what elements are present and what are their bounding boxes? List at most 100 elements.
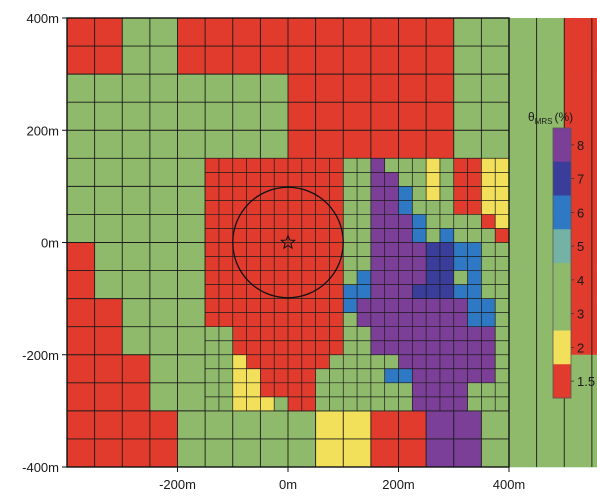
heatmap-fine-cell [384, 242, 399, 257]
heatmap-fine-cell [288, 354, 303, 370]
heatmap-cell [94, 354, 123, 384]
heatmap-cell [481, 74, 510, 103]
heatmap-fine-cell [453, 382, 468, 398]
heatmap-fine-cell [481, 186, 496, 201]
heatmap-fine-cell [370, 270, 385, 285]
heatmap-fine-cell [301, 214, 316, 229]
heatmap-cell [205, 46, 234, 75]
heatmap-fine-cell [370, 186, 385, 201]
heatmap-fine-cell [398, 312, 413, 327]
heatmap-fine-cell [301, 158, 316, 173]
heatmap-fine-cell [260, 340, 275, 356]
heatmap-cell [536, 18, 565, 47]
heatmap-fine-cell [301, 340, 316, 356]
heatmap-cell [370, 410, 399, 440]
heatmap-cell [177, 186, 206, 215]
colorbar-label: 4 [577, 273, 584, 288]
heatmap-fine-cell [274, 256, 289, 271]
heatmap-fine-cell [495, 284, 510, 299]
heatmap-cell [177, 354, 206, 384]
heatmap-cell [509, 354, 537, 384]
colorbar-label: 8 [577, 138, 584, 153]
heatmap-cell [94, 438, 123, 468]
colorbar-label: 1.5 [577, 374, 595, 389]
colorbar-title-sub: MRS [535, 117, 553, 126]
heatmap-cell [481, 410, 510, 440]
heatmap-fine-cell [205, 172, 220, 187]
heatmap-fine-cell [357, 270, 372, 285]
heatmap-fine-cell [426, 172, 441, 187]
heatmap-cell [509, 18, 537, 47]
heatmap-fine-cell [412, 284, 427, 299]
heatmap-fine-cell [495, 200, 510, 215]
heatmap-cell [481, 18, 510, 47]
heatmap-fine-cell [232, 158, 247, 173]
heatmap-cell [509, 410, 537, 440]
heatmap-fine-cell [481, 158, 496, 173]
heatmap-cell [288, 18, 316, 47]
heatmap-cell [591, 186, 597, 215]
heatmap-fine-cell [467, 200, 482, 215]
heatmap-fine-cell [370, 158, 385, 173]
heatmap-fine-cell [288, 214, 303, 229]
heatmap-fine-cell [232, 242, 247, 257]
heatmap-fine-cell [439, 158, 455, 173]
heatmap-cell [122, 242, 151, 271]
heatmap-fine-cell [384, 256, 399, 271]
heatmap-cell [315, 438, 344, 468]
heatmap-fine-cell [412, 256, 427, 271]
heatmap-fine-cell [218, 340, 234, 356]
heatmap-fine-cell [495, 158, 510, 173]
heatmap-fine-cell [467, 284, 482, 299]
heatmap-fine-cell [329, 340, 344, 356]
heatmap-fine-cell [370, 298, 385, 313]
heatmap-fine-cell [398, 270, 413, 285]
heatmap-fine-cell [315, 158, 330, 173]
heatmap-fine-cell [398, 242, 413, 257]
heatmap-fine-cell [205, 354, 220, 370]
heatmap-fine-cell [453, 158, 468, 173]
heatmap-fine-cell [260, 396, 275, 412]
heatmap-fine-cell [218, 396, 234, 412]
heatmap-fine-cell [495, 214, 510, 229]
heatmap-fine-cell [412, 270, 427, 285]
heatmap-cell [177, 326, 206, 356]
heatmap-cell [315, 102, 344, 131]
heatmap-fine-cell [467, 298, 482, 313]
heatmap-fine-cell [343, 284, 358, 299]
heatmap-fine-cell [453, 298, 468, 313]
heatmap-fine-cell [426, 158, 441, 173]
heatmap-cell [564, 46, 593, 75]
heatmap-fine-cell [343, 270, 358, 285]
heatmap-fine-cell [467, 354, 482, 370]
heatmap-fine-cell [481, 340, 496, 356]
heatmap-fine-cell [329, 186, 344, 201]
heatmap-cell [122, 214, 151, 243]
heatmap-fine-cell [288, 312, 303, 327]
heatmap-fine-cell [232, 172, 247, 187]
colorbar-title: θMRS (%) [528, 110, 573, 126]
heatmap-fine-cell [495, 340, 510, 356]
heatmap-cell [67, 382, 95, 412]
heatmap-fine-cell [370, 354, 385, 370]
heatmap-fine-cell [495, 368, 510, 384]
y-tick-label: -200m [22, 348, 59, 363]
heatmap-fine-cell [384, 172, 399, 187]
heatmap-fine-cell [495, 298, 510, 313]
heatmap-fine-cell [260, 312, 275, 327]
heatmap-cell [232, 130, 261, 159]
heatmap-fine-cell [260, 298, 275, 313]
heatmap-fine-cell [246, 396, 261, 412]
heatmap-cell [288, 438, 316, 468]
y-tick-label: 200m [26, 123, 59, 138]
heatmap-fine-cell [439, 242, 455, 257]
heatmap-cell [343, 18, 372, 47]
heatmap-fine-cell [288, 298, 303, 313]
heatmap-fine-cell [357, 368, 372, 384]
heatmap-cell [564, 410, 593, 440]
heatmap-cell [453, 18, 482, 47]
heatmap-fine-cell [246, 382, 261, 398]
heatmap-cell [315, 46, 344, 75]
heatmap-fine-cell [453, 186, 468, 201]
